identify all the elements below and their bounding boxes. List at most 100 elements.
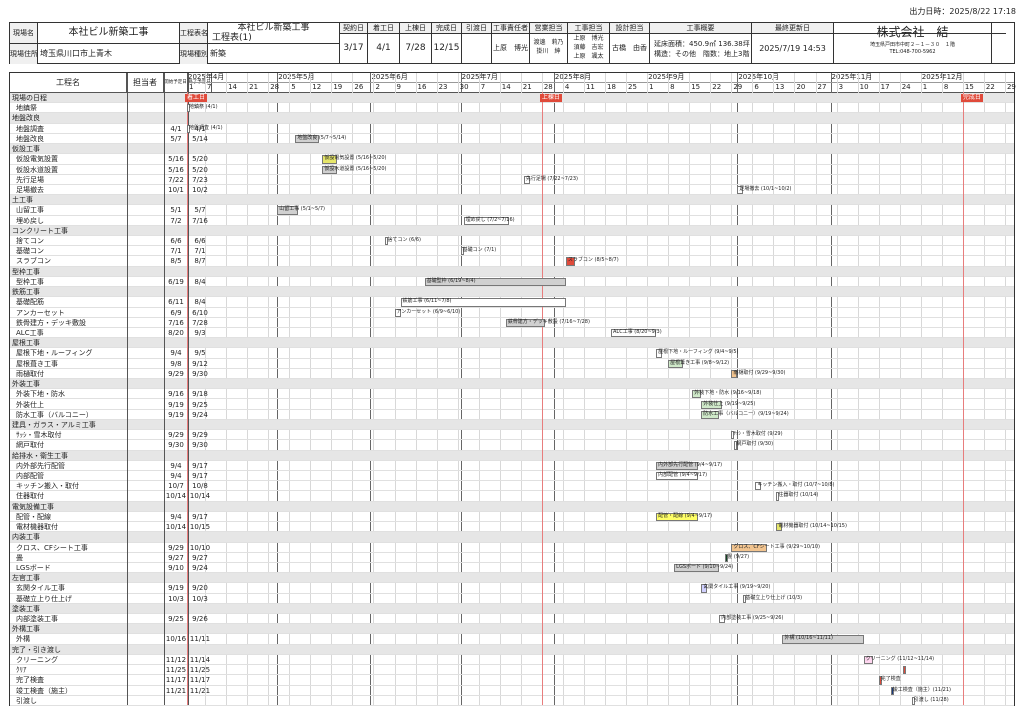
task-bar[interactable]	[277, 206, 299, 215]
plan-start: 11/21	[165, 686, 187, 695]
task-bar[interactable]	[743, 594, 747, 603]
task-name: 外装下地・防水	[16, 390, 65, 399]
task-bar[interactable]	[187, 104, 190, 113]
plan-start: 11/17	[165, 676, 187, 685]
task-bar-label: クロス、CFシート工事 (9/29~10/10)	[733, 543, 820, 550]
task-bar-label: 基礎立上り仕上げ (10/3)	[745, 594, 803, 601]
task-bar-label: 電材機器取付 (10/14~10/15)	[778, 523, 847, 530]
task-row: 電材機器取付 10/14 10/15	[10, 522, 1014, 533]
task-bar[interactable]	[656, 512, 699, 522]
plan-start: 4/1	[170, 124, 182, 133]
contract-date: 3/17	[340, 34, 368, 63]
task-bar[interactable]	[692, 390, 702, 399]
task-bar[interactable]	[701, 400, 723, 409]
day-label: 28	[543, 83, 553, 91]
task-bar[interactable]	[505, 318, 545, 327]
contract-label: 契約日	[340, 23, 368, 33]
task-name: 足場撤去	[16, 185, 44, 194]
task-bar[interactable]	[565, 257, 575, 266]
plan-start: 5/7	[170, 134, 182, 143]
task-row: スラブコン 8/5 8/7	[10, 256, 1014, 267]
task-name: 雨樋取付	[16, 369, 44, 378]
task-bar[interactable]	[776, 492, 780, 501]
site-name: 本社ビル新築工事	[38, 23, 180, 43]
month-label: 2025年10月	[738, 73, 780, 81]
task-name: 仮設電気設置	[16, 155, 58, 164]
task-bar-label: LGSボード (9/10~9/24)	[676, 563, 734, 570]
category-row: 左官工事	[10, 573, 1014, 584]
task-bar[interactable]	[400, 298, 566, 307]
task-bar[interactable]	[863, 655, 873, 665]
task-bar[interactable]	[611, 328, 657, 338]
column-divider	[164, 73, 165, 705]
plan-start: 10/16	[165, 635, 187, 644]
task-row: 玄関タイル工事 9/19 9/20	[10, 583, 1014, 594]
task-bar[interactable]	[656, 349, 663, 358]
month-label: 2025年4月	[188, 73, 225, 81]
month-label: 2025年9月	[648, 73, 685, 81]
chief-name: 上原 博光	[492, 34, 530, 63]
plan-end: 7/23	[192, 175, 208, 184]
task-bar[interactable]	[725, 553, 729, 562]
task-bar[interactable]	[731, 369, 738, 379]
plan-end: 11/25	[189, 666, 211, 675]
plan-end: 7/28	[192, 318, 208, 327]
day-label: 22	[712, 83, 722, 91]
plan-start: 5/16	[168, 165, 184, 174]
task-bar[interactable]	[719, 615, 726, 624]
task-bar[interactable]	[656, 472, 699, 481]
task-row: 完了検査 11/17 11/17	[10, 675, 1014, 686]
task-name: 屋根下地・ルーフィング	[16, 349, 93, 358]
plan-end: 9/17	[192, 461, 208, 470]
task-bar[interactable]	[460, 247, 464, 256]
task-name: 畳	[16, 553, 23, 562]
task-bar[interactable]	[890, 686, 894, 695]
category-row: 外構工事	[10, 624, 1014, 635]
task-bar[interactable]	[187, 124, 190, 133]
category-row: 土工事	[10, 195, 1014, 206]
task-bar[interactable]	[674, 563, 720, 573]
output-timestamp: 出力日時：2025/8/22 17:18	[909, 7, 1016, 16]
task-bar[interactable]	[463, 216, 509, 225]
plan-start: 9/30	[168, 441, 184, 450]
task-bar-label: 内外部先行配管 (9/4~9/17)	[658, 461, 723, 468]
task-bar[interactable]	[668, 359, 684, 368]
task-bar[interactable]	[776, 523, 783, 532]
site-type-label: 現場種別	[180, 44, 208, 64]
task-bar[interactable]	[878, 676, 882, 685]
task-bar[interactable]	[385, 237, 389, 246]
task-bar[interactable]	[731, 543, 768, 552]
category-row: 外装工事	[10, 379, 1014, 390]
task-bar[interactable]	[322, 155, 338, 164]
task-row: 基礎コン 7/1 7/1	[10, 246, 1014, 257]
category-name: 鉄筋工事	[12, 288, 40, 297]
task-bar-label: 基礎型枠 (6/19~8/4)	[426, 277, 476, 284]
task-bar[interactable]	[656, 461, 699, 470]
task-bar[interactable]	[902, 666, 906, 675]
task-bar[interactable]	[523, 175, 530, 184]
task-bar[interactable]	[295, 134, 320, 144]
task-bar[interactable]	[701, 410, 720, 419]
task-bar[interactable]	[394, 308, 401, 317]
task-bar[interactable]	[322, 165, 338, 174]
day-label: 8	[670, 83, 675, 91]
task-name: 基礎立上り仕上げ	[16, 594, 72, 603]
task-bar[interactable]	[737, 185, 744, 195]
task-bar[interactable]	[701, 584, 708, 593]
plan-start: 9/16	[168, 390, 184, 399]
task-bar[interactable]	[911, 696, 915, 705]
task-row: 捨てコン 6/6 6/6	[10, 236, 1014, 247]
task-name: 電材機器取付	[16, 523, 58, 532]
task-bar[interactable]	[782, 635, 864, 644]
task-bar[interactable]	[731, 431, 735, 440]
chief-label: 工事責任者	[492, 23, 530, 33]
task-bar-label: 埋め戻し (7/2~7/16)	[465, 216, 515, 223]
task-row: LGSボード 9/10 9/24	[10, 563, 1014, 574]
task-bar[interactable]	[734, 441, 738, 450]
task-name: 鉄骨建方・デッキ敷設	[16, 318, 86, 327]
task-name: 内外部先行配管	[16, 461, 65, 470]
task-bar[interactable]	[755, 482, 762, 491]
task-bar-label: 地盤改良 (5/7~5/14)	[297, 134, 347, 141]
task-bar-label: 住器取付 (10/14)	[778, 492, 819, 499]
task-bar[interactable]	[424, 277, 566, 287]
